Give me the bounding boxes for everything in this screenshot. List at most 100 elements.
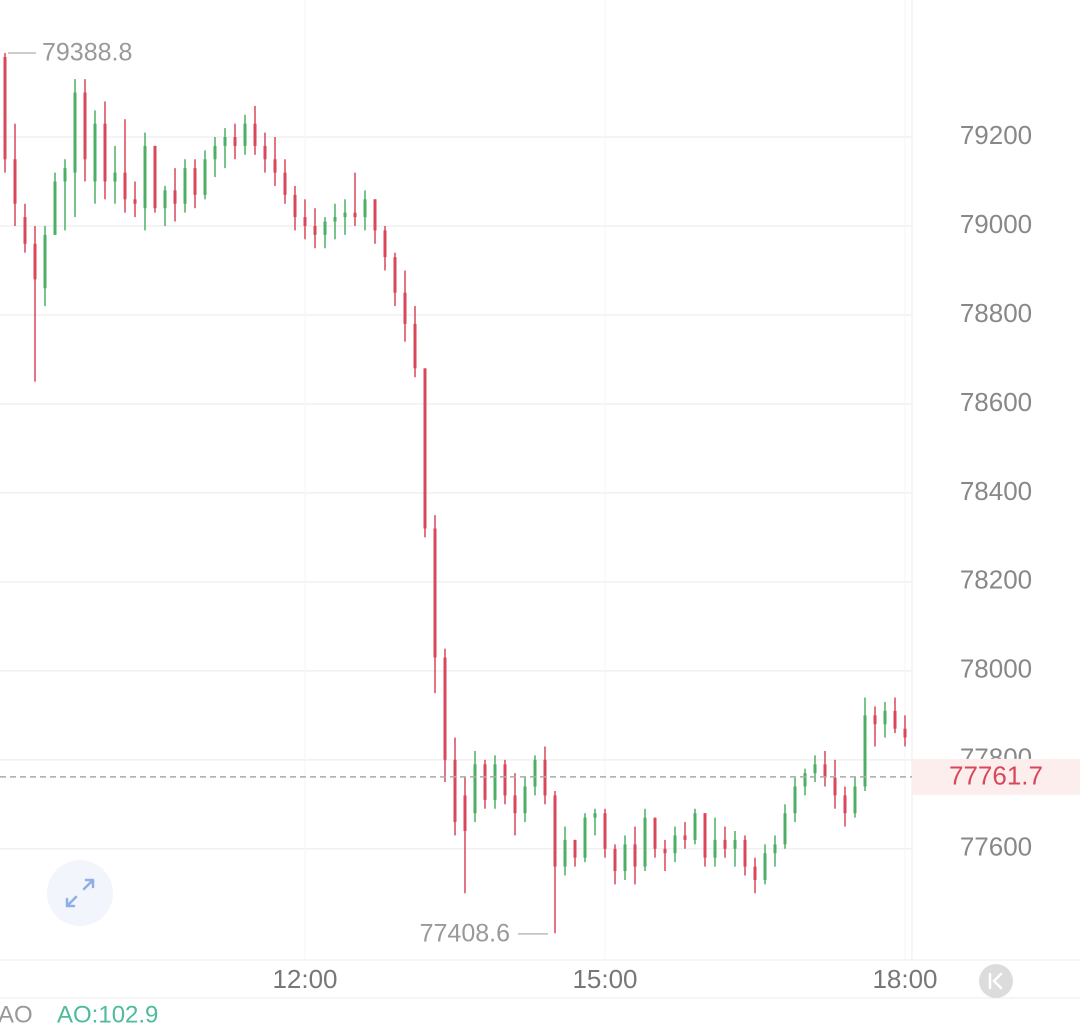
reset-button[interactable] <box>979 964 1013 998</box>
body <box>693 813 697 840</box>
body <box>613 848 617 872</box>
bars <box>3 52 907 934</box>
body <box>303 217 307 226</box>
body <box>313 225 317 235</box>
expand-button-bg[interactable] <box>47 860 113 926</box>
annotations: 79388.8 77408.6 77761.7 <box>0 39 1080 948</box>
body <box>703 813 707 858</box>
body <box>603 813 607 849</box>
body <box>163 190 167 209</box>
body <box>623 844 627 872</box>
high-label: 79388.8 <box>42 39 132 67</box>
body <box>543 759 547 796</box>
body <box>513 795 517 814</box>
body <box>193 168 197 195</box>
x-tick-label: 15:00 <box>572 964 637 994</box>
body <box>843 795 847 814</box>
body <box>133 199 137 204</box>
y-tick-label: 78200 <box>960 565 1032 595</box>
indicator-name: AO <box>0 1001 33 1023</box>
body <box>673 835 677 854</box>
body <box>553 795 557 867</box>
grid: 7760077800780007820078400786007880079000… <box>0 119 1033 862</box>
body <box>633 844 637 867</box>
body <box>883 710 887 725</box>
last-price-label: 77761.7 <box>949 761 1043 791</box>
body <box>573 839 577 858</box>
reset-button-bg[interactable] <box>979 964 1013 998</box>
body <box>323 221 327 235</box>
body <box>143 145 147 209</box>
body <box>413 323 417 369</box>
body <box>473 764 477 814</box>
y-tick-label: 78000 <box>960 654 1032 684</box>
body <box>593 813 597 818</box>
body <box>393 257 397 293</box>
body <box>533 759 537 787</box>
body <box>383 230 387 258</box>
body <box>53 181 57 235</box>
body <box>153 145 157 209</box>
body <box>33 243 37 280</box>
body <box>763 853 767 880</box>
body <box>773 844 777 854</box>
y-tick-label: 78400 <box>960 476 1032 506</box>
body <box>493 764 497 800</box>
x-tick-label: 18:00 <box>872 964 937 994</box>
body <box>113 172 117 182</box>
body <box>83 92 87 160</box>
body <box>483 764 487 800</box>
body <box>103 123 107 182</box>
body <box>63 168 67 182</box>
x-tick-label: 12:00 <box>272 964 337 994</box>
body <box>243 123 247 146</box>
body <box>423 368 427 529</box>
y-tick-label: 79200 <box>960 120 1032 150</box>
y-tick-label: 77600 <box>960 832 1032 862</box>
y-tick-label: 78800 <box>960 298 1032 328</box>
body <box>373 199 377 231</box>
body <box>93 123 97 182</box>
body <box>183 168 187 204</box>
body <box>433 528 437 658</box>
reset-icon[interactable] <box>988 972 1003 990</box>
y-tick-label: 78600 <box>960 387 1032 417</box>
body <box>743 839 747 867</box>
body <box>353 212 357 218</box>
body <box>643 817 647 867</box>
body <box>523 786 527 814</box>
body <box>723 839 727 849</box>
body <box>123 172 127 200</box>
body <box>873 715 877 725</box>
body <box>363 199 367 218</box>
body <box>223 137 227 146</box>
body <box>293 194 297 218</box>
body <box>733 839 737 849</box>
body <box>893 710 897 729</box>
body <box>833 777 837 796</box>
body <box>453 759 457 823</box>
body <box>213 145 217 160</box>
body <box>813 764 817 774</box>
body <box>263 145 267 160</box>
body <box>343 212 347 218</box>
body <box>333 217 337 222</box>
y-tick-label: 79000 <box>960 209 1032 239</box>
expand-icon[interactable] <box>65 878 95 908</box>
body <box>253 123 257 146</box>
body <box>173 190 177 204</box>
body <box>563 839 567 867</box>
body <box>283 172 287 195</box>
body <box>793 786 797 814</box>
expand-button[interactable] <box>47 860 113 926</box>
last-price-box <box>912 758 1080 795</box>
body <box>803 773 807 787</box>
body <box>73 92 77 173</box>
body <box>653 817 657 849</box>
body <box>503 764 507 796</box>
low-label: 77408.6 <box>420 920 510 948</box>
body <box>713 839 717 858</box>
body <box>13 159 17 204</box>
body <box>43 234 47 289</box>
body <box>233 137 237 146</box>
